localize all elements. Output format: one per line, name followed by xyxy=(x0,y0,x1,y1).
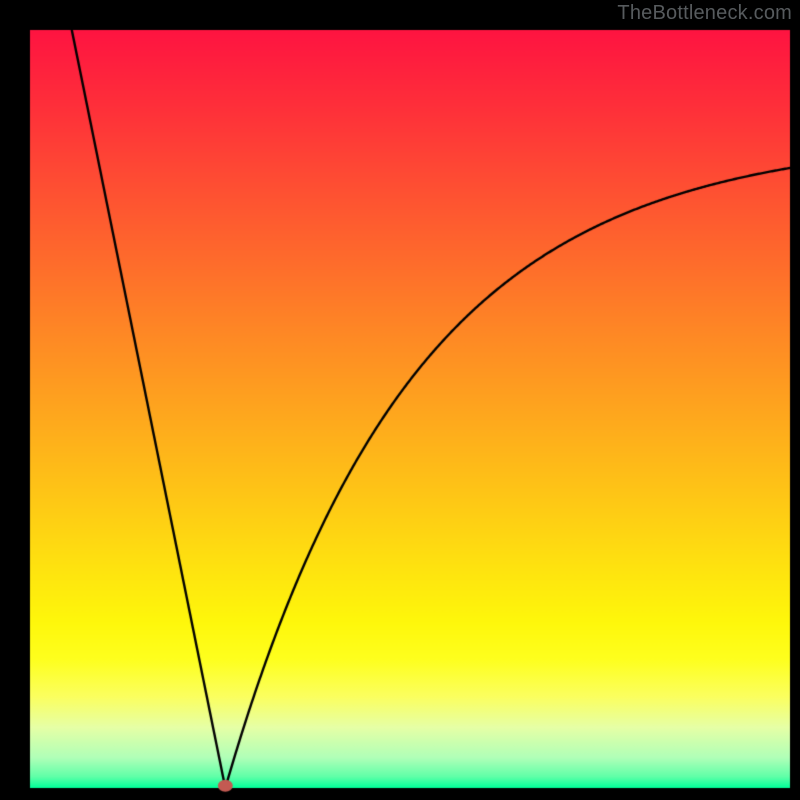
figure: TheBottleneck.com xyxy=(0,0,800,800)
watermark-text: TheBottleneck.com xyxy=(617,2,792,25)
bottleneck-curve-layer xyxy=(0,0,800,800)
